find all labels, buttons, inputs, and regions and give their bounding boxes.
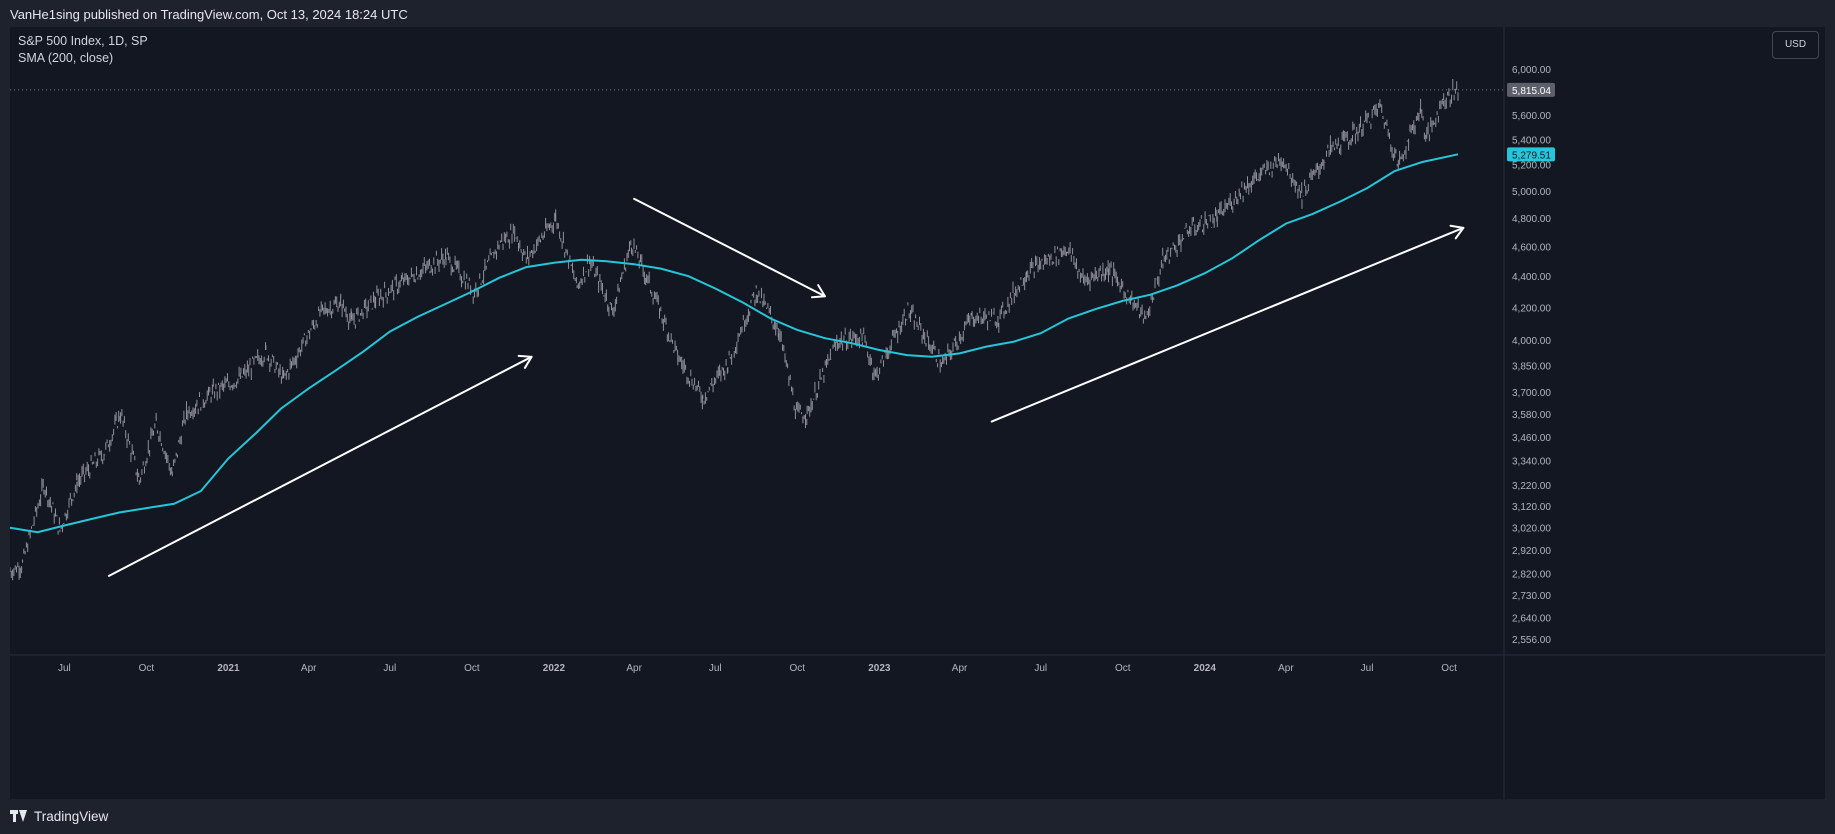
- x-tick-label: Apr: [952, 663, 968, 674]
- y-tick-label: 5,000.00: [1512, 187, 1551, 198]
- y-tick-label: 4,200.00: [1512, 303, 1551, 314]
- x-tick-label: Apr: [1278, 663, 1294, 674]
- y-tick-label: 4,400.00: [1512, 272, 1551, 283]
- x-tick-label: Apr: [626, 663, 642, 674]
- price-bars: [10, 79, 1459, 581]
- x-tick-label: Oct: [790, 663, 806, 674]
- x-tick-label: Oct: [1115, 663, 1131, 674]
- x-tick-label: 2023: [868, 663, 891, 674]
- y-tick-label: 5,600.00: [1512, 111, 1551, 122]
- currency-button[interactable]: USD: [1772, 31, 1819, 59]
- price-chart[interactable]: 6,000.00 5,600.00 5,400.00 5,200.00 5,000.00…: [10, 27, 1825, 799]
- y-tick-label: 4,600.00: [1512, 242, 1551, 253]
- y-tick-label: 3,580.00: [1512, 410, 1551, 421]
- x-tick-label: Jul: [1034, 663, 1047, 674]
- y-tick-label: 6,000.00: [1512, 65, 1551, 76]
- tradingview-logo-icon: [10, 810, 28, 822]
- x-tick-label: Oct: [139, 663, 155, 674]
- footer-brand[interactable]: TradingView: [10, 806, 108, 826]
- annotation-arrow-3[interactable]: [990, 224, 1465, 423]
- x-tick-label: Jul: [58, 663, 71, 674]
- publish-note: VanHe1sing published on TradingView.com,…: [0, 0, 1835, 27]
- y-tick-label: 3,700.00: [1512, 388, 1551, 399]
- y-tick-label: 3,850.00: [1512, 361, 1551, 372]
- annotation-arrow-1[interactable]: [107, 354, 533, 577]
- y-tick-label: 3,120.00: [1512, 502, 1551, 513]
- y-tick-label: 3,460.00: [1512, 433, 1551, 444]
- y-tick-label: 3,020.00: [1512, 524, 1551, 535]
- axis-layer: 6,000.00 5,600.00 5,400.00 5,200.00 5,000.00…: [10, 27, 1825, 799]
- plot-layer: [10, 79, 1504, 581]
- y-tick-label: 2,820.00: [1512, 570, 1551, 581]
- last-price-label-bg: [1507, 82, 1555, 97]
- sma-value-label-bg: [1507, 147, 1555, 162]
- y-tick-label: 4,000.00: [1512, 336, 1551, 347]
- x-tick-label: Apr: [301, 663, 317, 674]
- x-tick-label: Jul: [383, 663, 396, 674]
- footer-brand-label: TradingView: [34, 808, 109, 824]
- sma-value-label: 5,279.51: [1512, 150, 1551, 161]
- y-tick-label: 2,640.00: [1512, 614, 1551, 625]
- legend-symbol: S&P 500 Index, 1D, SP: [18, 34, 148, 48]
- y-tick-label: 4,800.00: [1512, 214, 1551, 225]
- x-tick-label: Oct: [464, 663, 480, 674]
- x-tick-label: 2024: [1194, 663, 1217, 674]
- y-tick-label: 2,730.00: [1512, 591, 1551, 602]
- sma-line: [10, 153, 1459, 534]
- legend-indicator: SMA (200, close): [18, 51, 114, 65]
- y-tick-label: 3,340.00: [1512, 456, 1551, 467]
- x-tick-label: Jul: [709, 663, 722, 674]
- chart-legend: S&P 500 Index, 1D, SP SMA (200, close): [18, 33, 148, 67]
- x-tick-label: Jul: [1361, 663, 1374, 674]
- y-tick-label: 5,400.00: [1512, 135, 1551, 146]
- last-price-label: 5,815.04: [1512, 86, 1551, 97]
- x-tick-label: Oct: [1441, 663, 1457, 674]
- y-tick-label: 2,556.00: [1512, 635, 1551, 646]
- x-tick-label: 2021: [217, 663, 240, 674]
- annotation-arrow-2[interactable]: [633, 197, 826, 299]
- x-tick-label: 2022: [543, 663, 566, 674]
- y-tick-label: 5,200.00: [1512, 161, 1551, 172]
- y-tick-label: 2,920.00: [1512, 546, 1551, 557]
- chart-frame[interactable]: 6,000.00 5,600.00 5,400.00 5,200.00 5,000.00…: [10, 27, 1825, 799]
- y-tick-label: 3,220.00: [1512, 481, 1551, 492]
